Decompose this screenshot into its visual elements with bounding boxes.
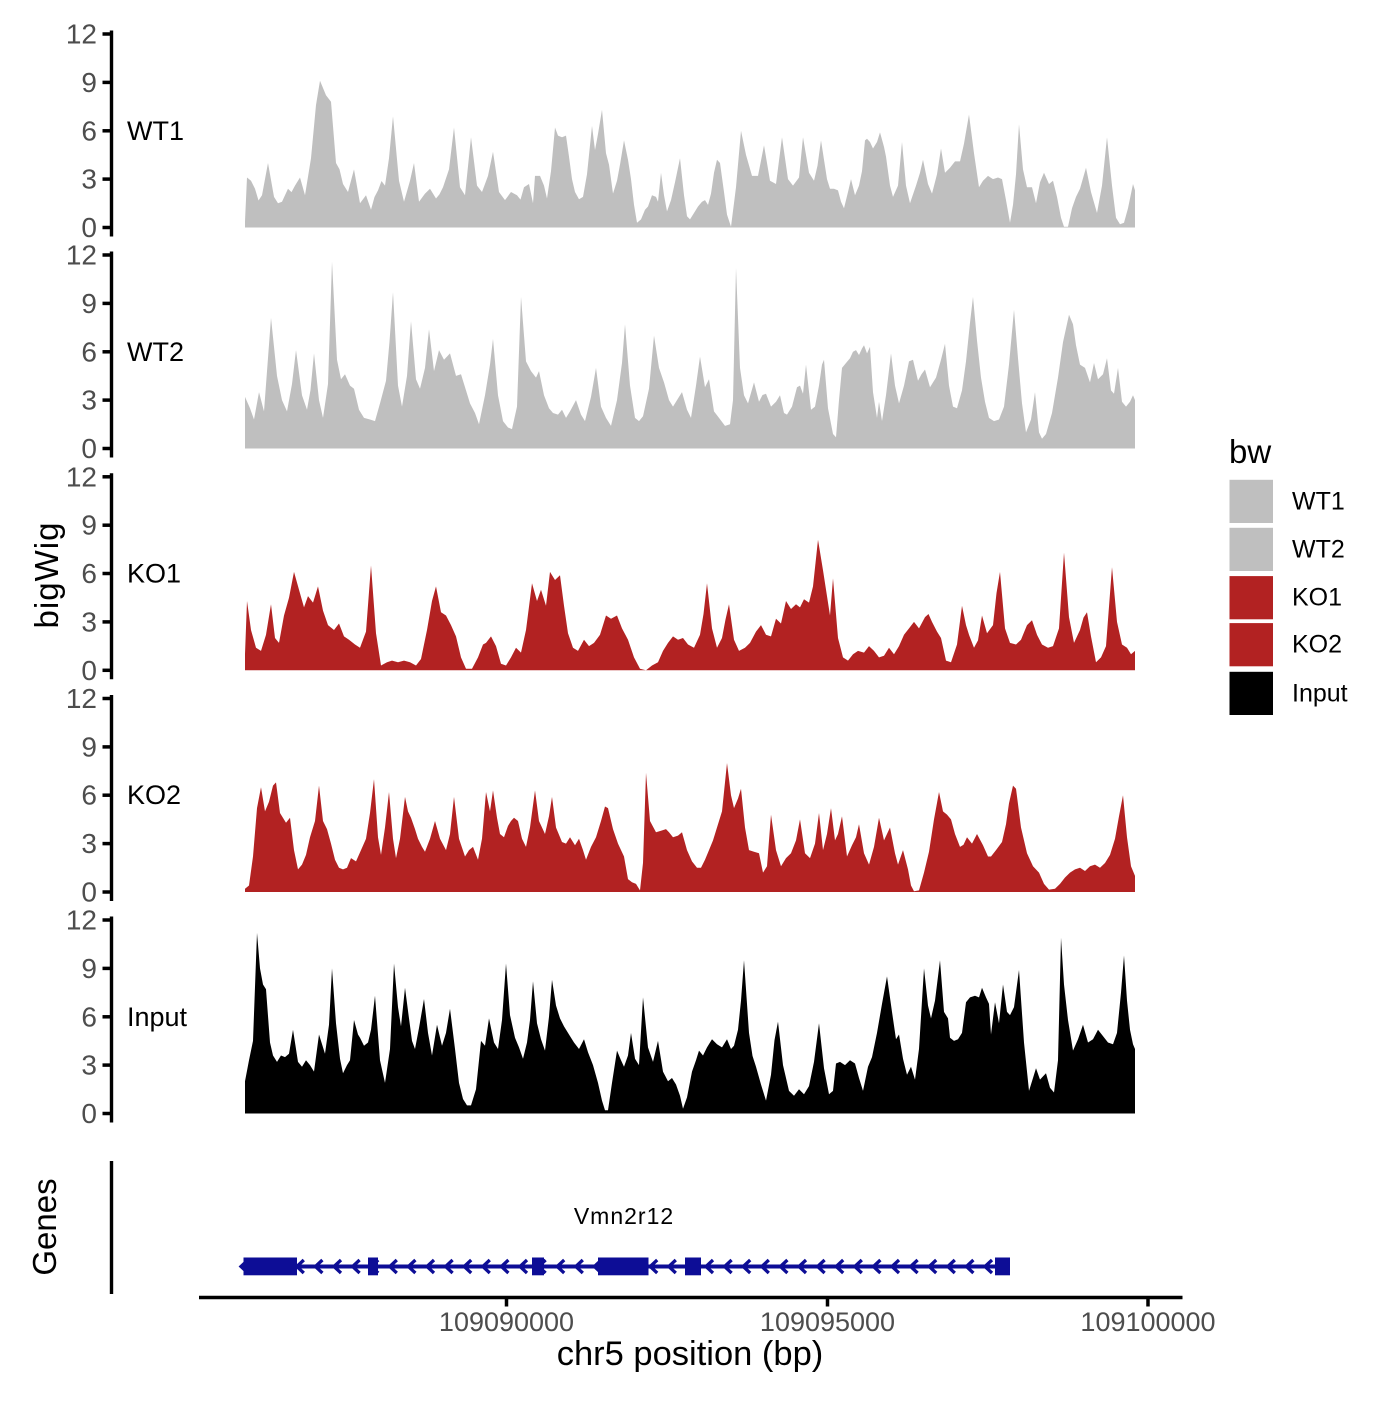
svg-text:6: 6 <box>81 558 97 589</box>
svg-text:12: 12 <box>66 683 97 714</box>
svg-text:3: 3 <box>81 1050 97 1081</box>
svg-text:WT1: WT1 <box>1292 487 1345 515</box>
svg-text:9: 9 <box>81 67 97 98</box>
svg-text:12: 12 <box>66 240 97 271</box>
svg-text:109100000: 109100000 <box>1080 1307 1215 1337</box>
svg-text:KO1: KO1 <box>127 559 181 589</box>
svg-text:0: 0 <box>81 1098 97 1129</box>
svg-text:12: 12 <box>66 461 97 492</box>
svg-text:6: 6 <box>81 336 97 367</box>
svg-text:6: 6 <box>81 1001 97 1032</box>
svg-text:KO2: KO2 <box>1292 631 1342 659</box>
svg-text:3: 3 <box>81 606 97 637</box>
svg-text:3: 3 <box>81 164 97 195</box>
svg-text:0: 0 <box>81 655 97 686</box>
svg-text:3: 3 <box>81 385 97 416</box>
svg-text:9: 9 <box>81 288 97 319</box>
svg-text:KO2: KO2 <box>127 780 181 810</box>
svg-text:9: 9 <box>81 510 97 541</box>
svg-text:12: 12 <box>66 19 97 50</box>
svg-text:6: 6 <box>81 780 97 811</box>
svg-text:bigWig: bigWig <box>28 522 65 629</box>
svg-text:12: 12 <box>66 905 97 936</box>
svg-text:0: 0 <box>81 877 97 908</box>
svg-text:Genes: Genes <box>26 1178 63 1275</box>
svg-text:WT1: WT1 <box>127 116 184 146</box>
svg-text:KO1: KO1 <box>1292 584 1342 612</box>
svg-text:WT2: WT2 <box>127 337 184 367</box>
svg-text:0: 0 <box>81 433 97 464</box>
svg-text:0: 0 <box>81 212 97 243</box>
svg-text:6: 6 <box>81 115 97 146</box>
svg-text:Input: Input <box>1292 679 1348 707</box>
svg-text:Input: Input <box>127 1002 188 1032</box>
svg-text:109090000: 109090000 <box>439 1307 574 1337</box>
svg-text:chr5 position (bp): chr5 position (bp) <box>557 1335 824 1373</box>
svg-text:3: 3 <box>81 828 97 859</box>
svg-text:109095000: 109095000 <box>760 1307 895 1337</box>
svg-text:9: 9 <box>81 953 97 984</box>
svg-text:bw: bw <box>1229 433 1271 470</box>
svg-text:9: 9 <box>81 731 97 762</box>
svg-text:Vmn2r12: Vmn2r12 <box>574 1203 674 1229</box>
svg-text:WT2: WT2 <box>1292 535 1345 563</box>
